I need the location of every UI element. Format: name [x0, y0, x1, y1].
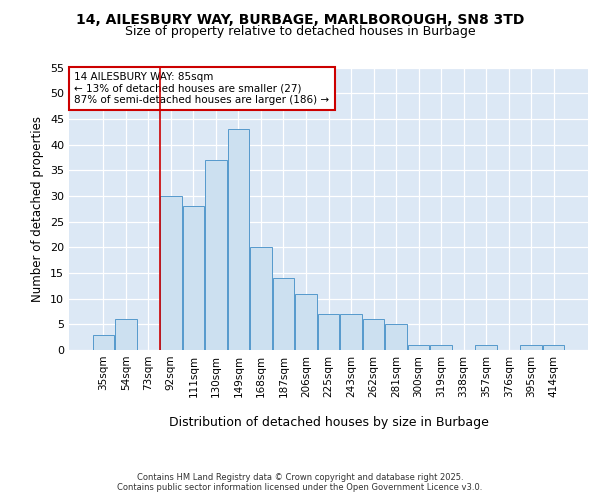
Text: Size of property relative to detached houses in Burbage: Size of property relative to detached ho… — [125, 25, 475, 38]
Bar — [250, 248, 272, 350]
Text: Contains HM Land Registry data © Crown copyright and database right 2025.
Contai: Contains HM Land Registry data © Crown c… — [118, 472, 482, 492]
Text: 14, AILESBURY WAY, BURBAGE, MARLBOROUGH, SN8 3TD: 14, AILESBURY WAY, BURBAGE, MARLBOROUGH,… — [76, 12, 524, 26]
Bar — [92, 334, 114, 350]
Bar — [228, 129, 249, 350]
Text: 14 AILESBURY WAY: 85sqm
← 13% of detached houses are smaller (27)
87% of semi-de: 14 AILESBURY WAY: 85sqm ← 13% of detache… — [74, 72, 329, 105]
Bar — [543, 345, 565, 350]
Text: Distribution of detached houses by size in Burbage: Distribution of detached houses by size … — [169, 416, 489, 429]
Bar — [363, 319, 384, 350]
Bar — [475, 345, 497, 350]
Y-axis label: Number of detached properties: Number of detached properties — [31, 116, 44, 302]
Bar — [205, 160, 227, 350]
Bar — [295, 294, 317, 350]
Bar — [160, 196, 182, 350]
Bar — [273, 278, 294, 350]
Bar — [115, 319, 137, 350]
Bar — [520, 345, 542, 350]
Bar — [385, 324, 407, 350]
Bar — [318, 314, 339, 350]
Bar — [182, 206, 204, 350]
Bar — [408, 345, 429, 350]
Bar — [340, 314, 362, 350]
Bar — [430, 345, 452, 350]
